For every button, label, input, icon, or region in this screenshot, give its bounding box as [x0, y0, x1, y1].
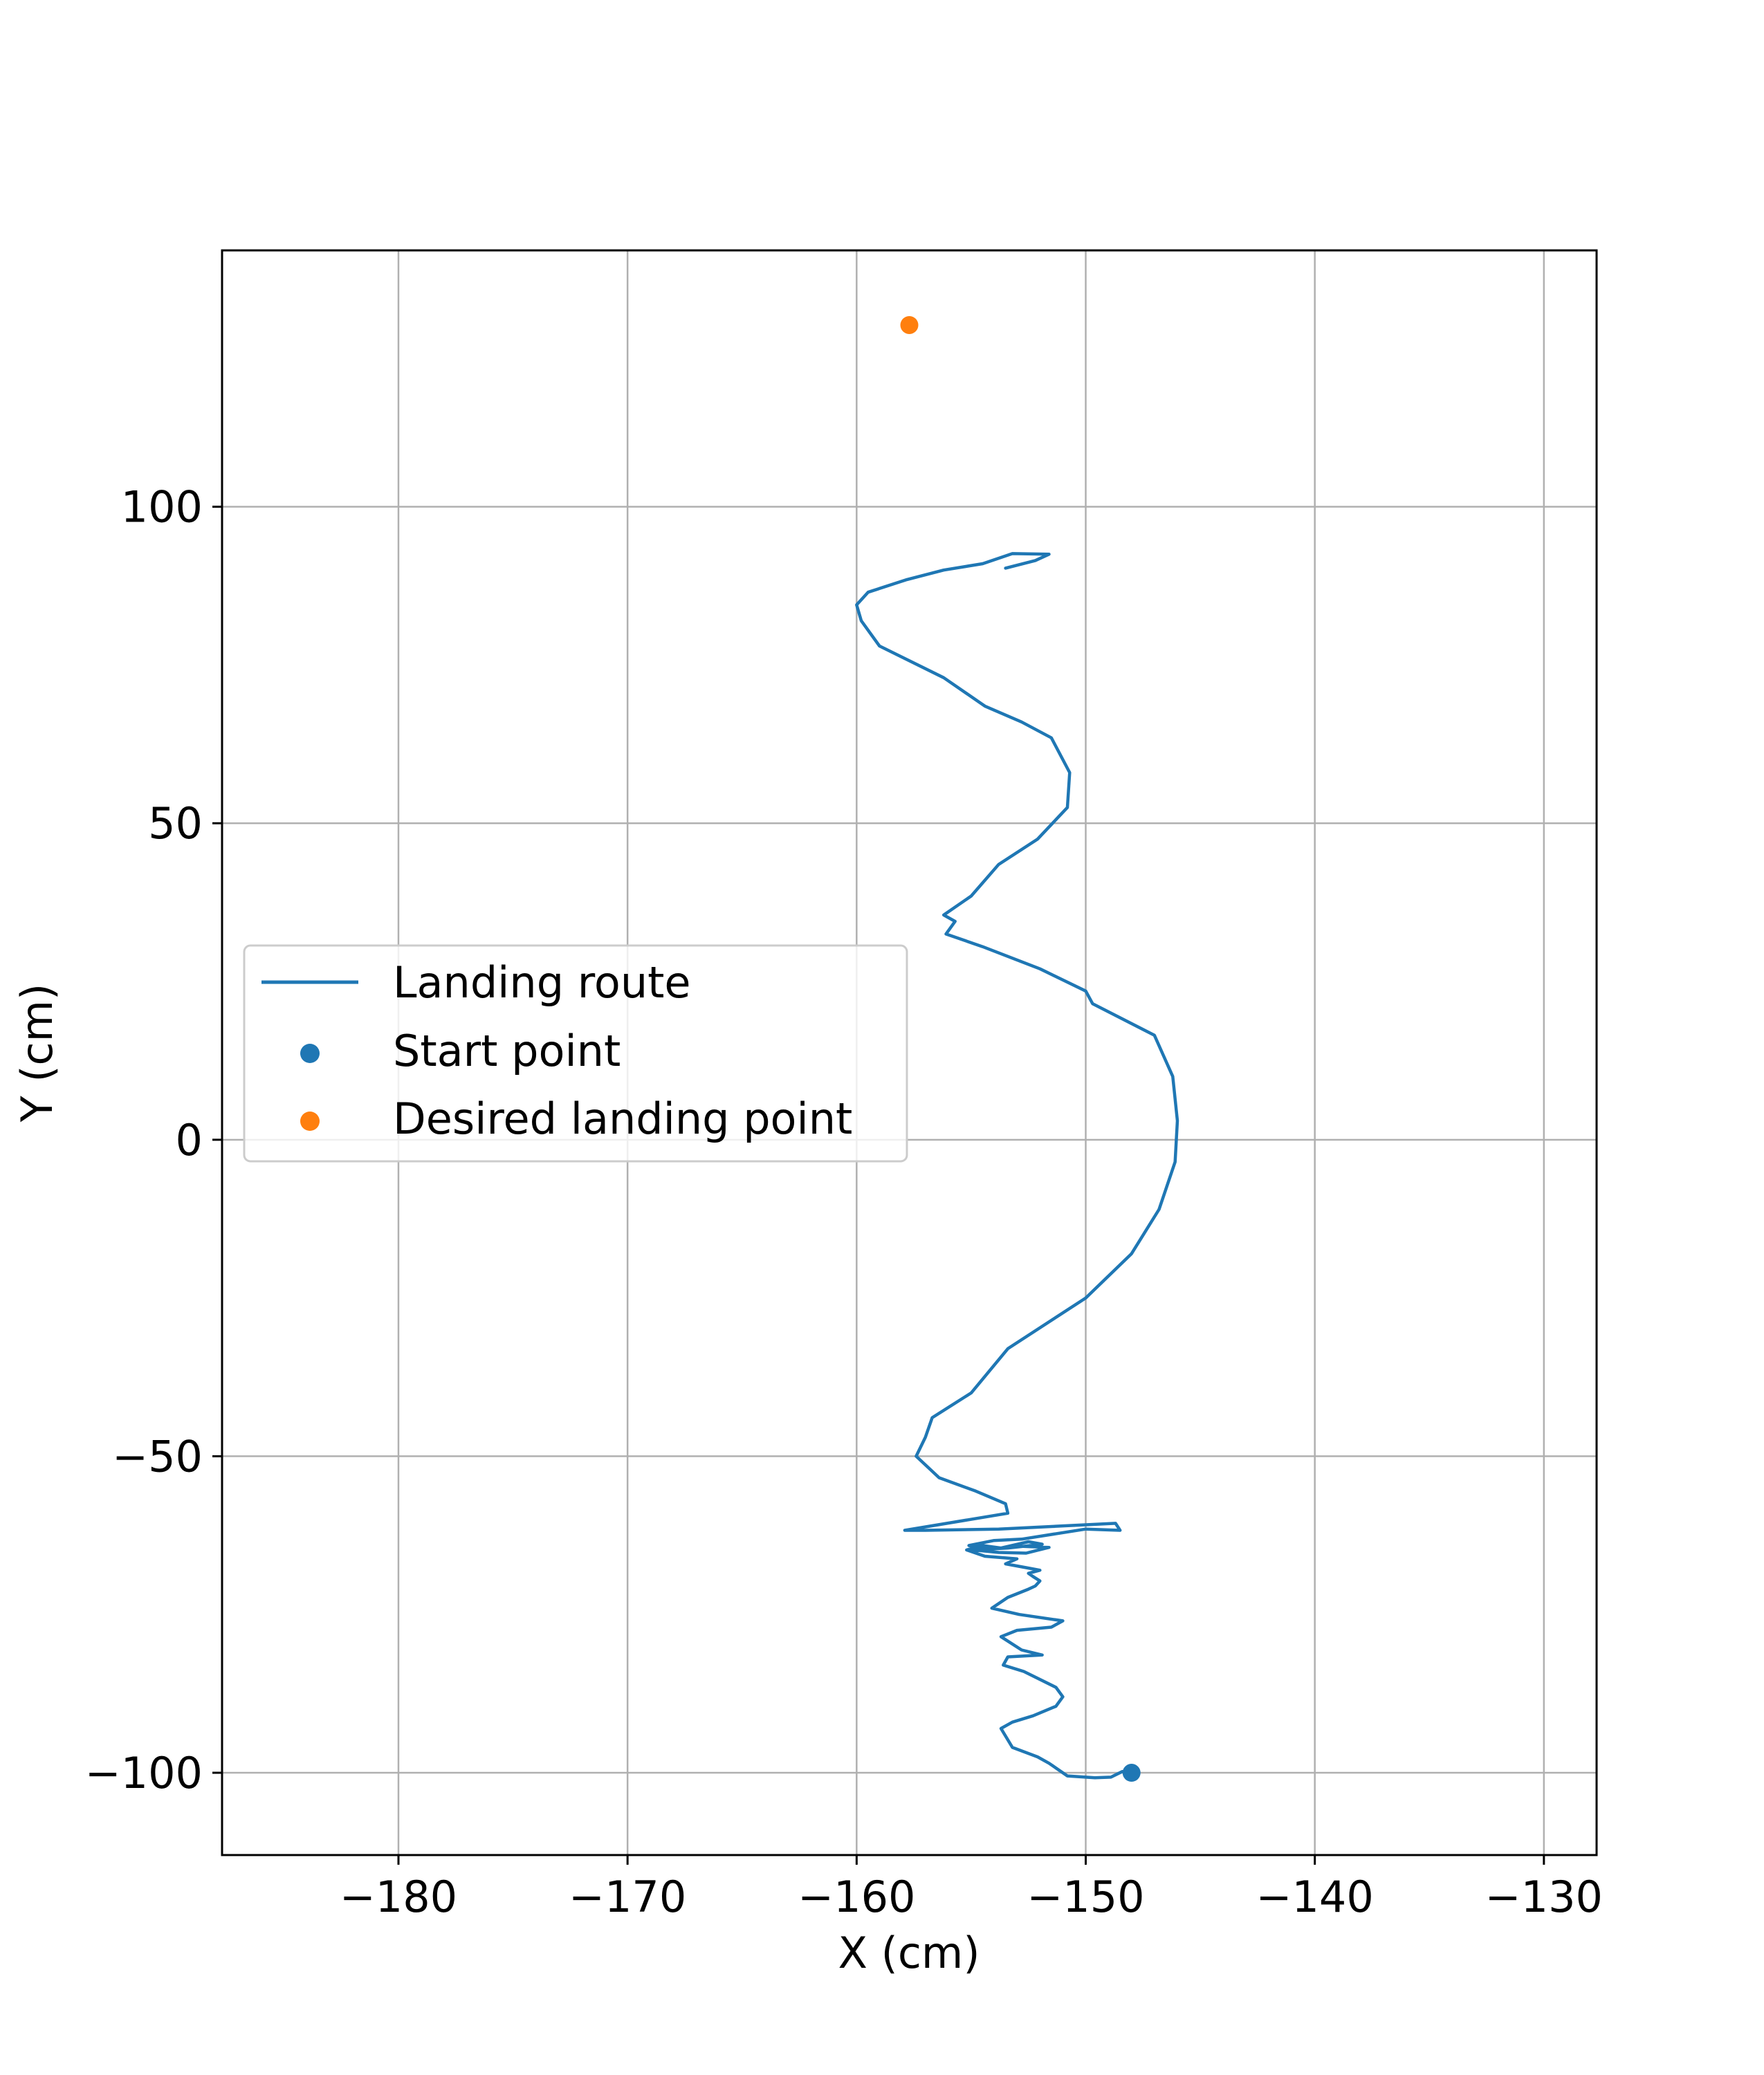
landing-route-series: [855, 552, 1179, 1780]
landing-route-line: [855, 552, 1179, 1780]
legend-frame: [243, 944, 908, 1163]
legend-swatch-desired-landing-point: [300, 1112, 320, 1131]
legend-label-start-point: Start point: [393, 1026, 621, 1076]
x-axis-label: X (cm): [838, 1928, 980, 1978]
x-tick-label: −180: [340, 1872, 457, 1922]
y-tick-label: 0: [176, 1115, 203, 1165]
x-tick-label: −170: [569, 1872, 686, 1922]
x-axis-ticks: −180 −170 −160 −150 −140 −130: [340, 1855, 1603, 1922]
legend-label-landing-route: Landing route: [393, 957, 691, 1008]
desired-landing-point-marker: [900, 315, 919, 334]
x-tick-label: −150: [1027, 1872, 1144, 1922]
y-tick-label: 100: [121, 482, 203, 533]
y-tick-label: −50: [112, 1431, 203, 1482]
legend-swatch-start-point: [300, 1044, 320, 1063]
y-axis-label: Y (cm): [12, 984, 62, 1123]
y-axis-ticks: −100 −50 0 50 100: [85, 482, 222, 1798]
x-tick-label: −160: [798, 1872, 915, 1922]
y-tick-label: 50: [148, 798, 203, 849]
point-markers: [900, 315, 1141, 1782]
y-tick-label: −100: [85, 1748, 203, 1798]
plot-frame: [221, 249, 1598, 1856]
start-point-marker: [1122, 1764, 1141, 1782]
x-tick-label: −130: [1485, 1872, 1603, 1922]
legend-label-desired-landing-point: Desired landing point: [393, 1094, 852, 1144]
legend: Landing route Start point Desired landin…: [243, 944, 908, 1163]
x-tick-label: −140: [1256, 1872, 1374, 1922]
